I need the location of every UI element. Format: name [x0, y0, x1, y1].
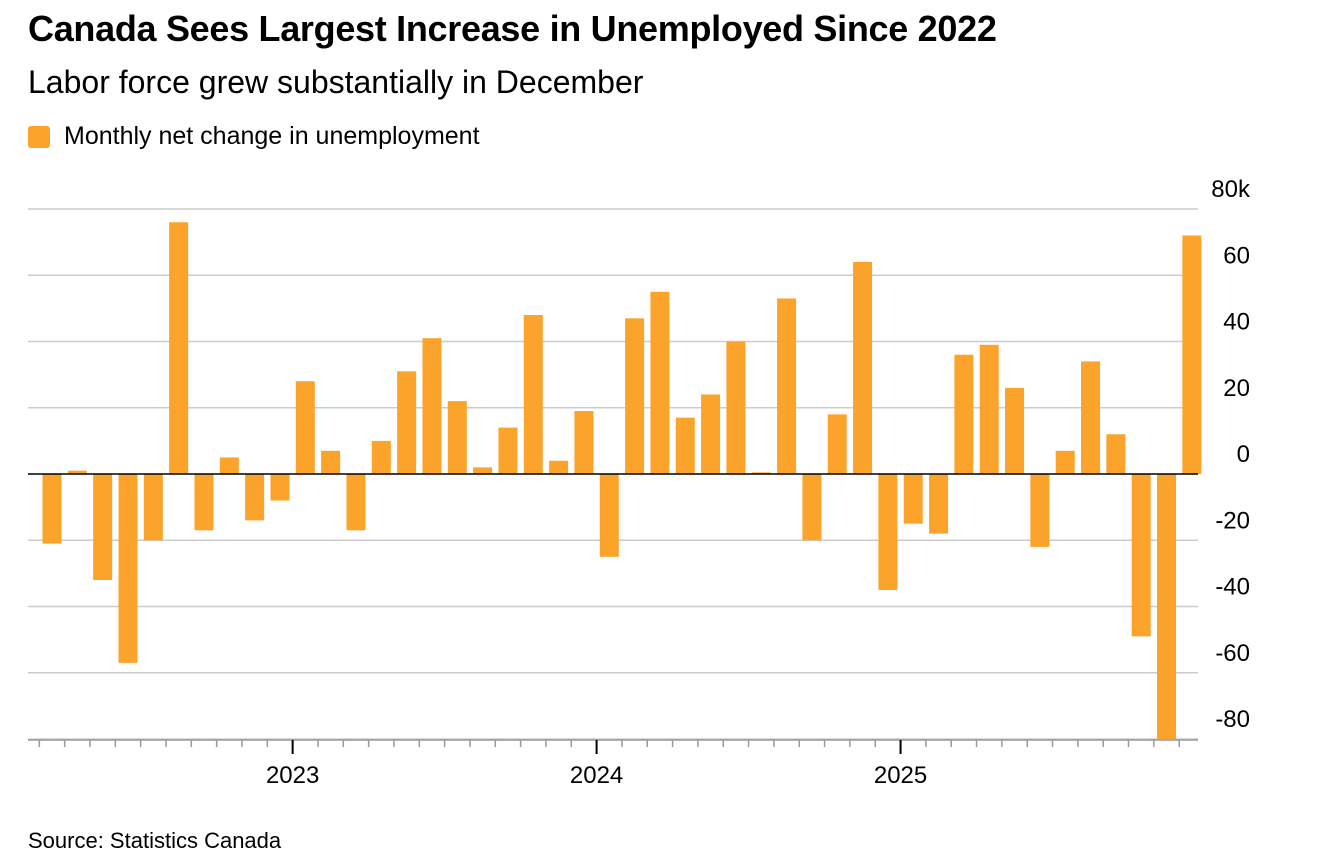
- bar: [194, 474, 214, 531]
- bar: [245, 474, 265, 521]
- bar: [498, 427, 518, 474]
- bar: [346, 474, 366, 531]
- bar: [954, 354, 974, 474]
- bar: [295, 381, 315, 474]
- y-tick-label: 40: [1223, 309, 1250, 336]
- legend: Monthly net change in unemployment: [28, 122, 480, 151]
- legend-swatch: [28, 125, 50, 148]
- bar: [270, 474, 290, 501]
- bar: [574, 411, 594, 474]
- bar: [549, 460, 569, 474]
- bar: [650, 291, 670, 474]
- y-tick-label: 60: [1223, 242, 1250, 269]
- bar: [625, 318, 645, 474]
- y-tick-label: -60: [1215, 640, 1250, 667]
- chart-subtitle: Labor force grew substantially in Decemb…: [28, 64, 644, 100]
- source-note: Source: Statistics Canada: [28, 828, 282, 853]
- bar: [701, 394, 721, 474]
- bar: [1131, 474, 1151, 637]
- legend-label: Monthly net change in unemployment: [64, 122, 480, 150]
- bar: [853, 262, 873, 474]
- bar: [422, 338, 442, 474]
- bar: [827, 414, 847, 474]
- bar: [1106, 434, 1126, 474]
- bar: [675, 417, 695, 474]
- y-tick-label: -80: [1215, 706, 1250, 733]
- y-tick-label: -20: [1215, 507, 1250, 534]
- bar: [777, 298, 797, 474]
- bar: [67, 470, 87, 474]
- bar: [219, 457, 239, 474]
- bar: [599, 474, 619, 557]
- bar: [447, 401, 467, 474]
- bar: [473, 467, 493, 474]
- bar: [903, 474, 923, 524]
- y-tick-label: 0: [1237, 441, 1250, 468]
- y-tick-label: 80k: [1211, 176, 1251, 203]
- bar: [929, 474, 949, 534]
- bar: [93, 474, 113, 580]
- bar: [397, 371, 417, 474]
- bar: [979, 344, 999, 474]
- y-tick-label: -40: [1215, 574, 1250, 601]
- bar: [143, 474, 163, 541]
- bar: [802, 474, 822, 541]
- bar: [42, 474, 62, 544]
- bar: [1182, 235, 1202, 474]
- bar: [169, 222, 189, 474]
- x-tick-label: 2025: [874, 762, 927, 789]
- bar: [1005, 387, 1025, 474]
- bar: [726, 341, 746, 474]
- chart-title: Canada Sees Largest Increase in Unemploy…: [28, 8, 997, 49]
- x-tick-label: 2023: [266, 762, 319, 789]
- y-tick-label: 20: [1223, 375, 1250, 402]
- bar: [1055, 450, 1075, 474]
- bar: [1081, 361, 1101, 474]
- bar: [321, 450, 341, 474]
- bar: [878, 474, 898, 590]
- bar: [751, 472, 771, 474]
- bar: [118, 474, 138, 663]
- bar: [1030, 474, 1050, 547]
- bar: [1157, 474, 1177, 739]
- x-tick-label: 2024: [570, 762, 623, 789]
- bar: [523, 315, 543, 474]
- bar: [371, 440, 391, 474]
